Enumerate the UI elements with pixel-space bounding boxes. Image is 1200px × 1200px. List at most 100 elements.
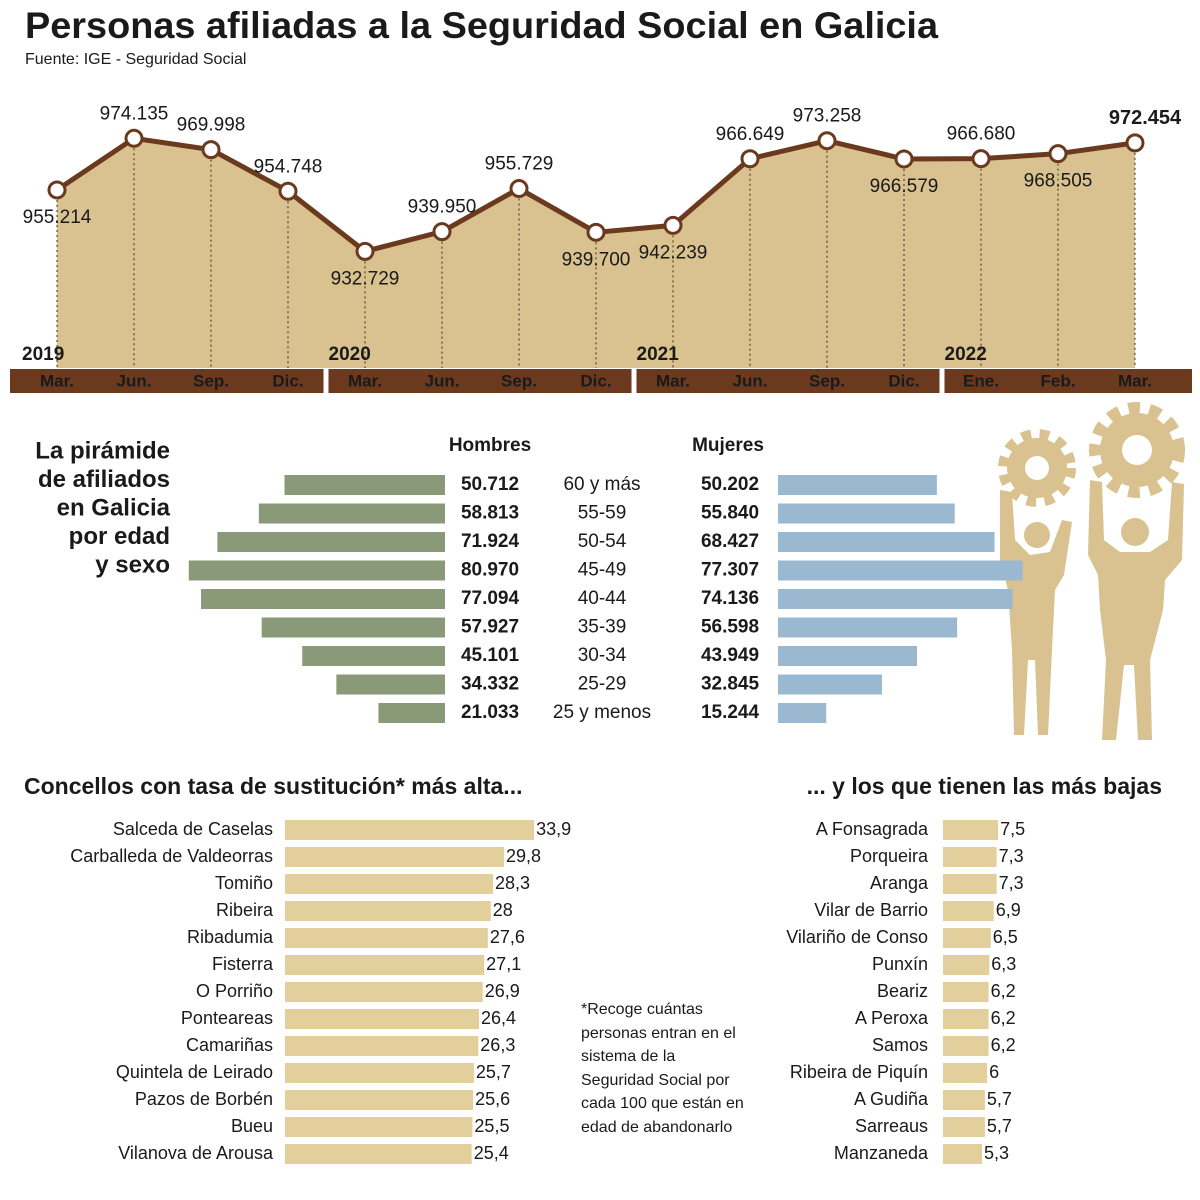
bar xyxy=(261,617,445,638)
category-label: O Porriño xyxy=(196,981,273,1001)
category-label: Fisterra xyxy=(212,954,274,974)
value-label: 15.244 xyxy=(701,702,760,723)
year-label: 2021 xyxy=(637,344,680,365)
value-label: 955.729 xyxy=(485,154,554,175)
bar xyxy=(285,820,535,840)
value-label: 955.214 xyxy=(23,207,92,228)
value-label: 33,9 xyxy=(536,819,571,839)
point xyxy=(355,241,375,261)
chart-title: Personas afiliadas a la Seguridad Social… xyxy=(25,5,938,46)
value-label: 26,3 xyxy=(480,1035,515,1055)
value-label: 26,4 xyxy=(481,1008,516,1028)
value-label: 25,4 xyxy=(474,1143,509,1163)
category-label: Ribadumia xyxy=(187,927,274,947)
bar xyxy=(778,532,995,552)
decoration xyxy=(998,402,1185,740)
category-label: Punxín xyxy=(872,954,928,974)
category-label: Sarreaus xyxy=(855,1116,928,1136)
bar xyxy=(778,475,937,495)
year-label: 2019 xyxy=(22,344,64,365)
value-label: 77.094 xyxy=(461,588,520,609)
category-label: 35-39 xyxy=(578,617,627,638)
value-label: 954.748 xyxy=(254,156,323,177)
year-divider xyxy=(631,369,637,393)
bar xyxy=(943,1117,985,1137)
bar xyxy=(943,874,997,894)
point xyxy=(971,149,991,169)
category-label: 60 y más xyxy=(563,474,640,495)
bar xyxy=(302,646,445,666)
value-label: 58.813 xyxy=(461,503,519,524)
chart-title: en Galicia xyxy=(57,494,171,521)
x-tick-label: Jun. xyxy=(117,371,152,390)
category-label: 25 y menos xyxy=(553,702,651,723)
chart-title: Concellos con tasa de sustitución* más a… xyxy=(24,773,522,799)
point xyxy=(201,140,221,160)
category-label: 25-29 xyxy=(578,674,627,695)
category-label: Tomiño xyxy=(215,873,273,893)
value-label: 71.924 xyxy=(461,531,520,552)
bar xyxy=(943,901,994,921)
value-label: 55.840 xyxy=(701,503,759,524)
category-label: A Peroxa xyxy=(855,1008,929,1028)
value-label: 6,2 xyxy=(991,1035,1016,1055)
value-label: 966.649 xyxy=(716,124,785,145)
value-label: 969.998 xyxy=(177,115,246,136)
bar xyxy=(336,674,445,695)
value-label: 80.970 xyxy=(461,560,519,581)
point xyxy=(278,181,298,201)
bar xyxy=(378,703,445,723)
category-label: Salceda de Caselas xyxy=(113,819,273,839)
value-label: 28,3 xyxy=(495,873,530,893)
footnote: *Recoge cuántas personas entran en el si… xyxy=(581,1001,744,1136)
point xyxy=(47,180,67,200)
category-label: Aranga xyxy=(870,873,929,893)
x-tick-label: Mar. xyxy=(348,371,382,390)
bar xyxy=(284,475,445,495)
bar xyxy=(778,589,1013,609)
category-band xyxy=(10,369,1192,393)
value-label: 57.927 xyxy=(461,617,519,638)
value-label: 27,6 xyxy=(490,927,525,947)
value-label: 77.307 xyxy=(701,560,759,581)
chart-title: de afiliados xyxy=(38,466,170,493)
point xyxy=(432,222,452,242)
value-label: 6,2 xyxy=(991,1008,1016,1028)
value-label: 27,1 xyxy=(486,954,521,974)
value-label: 939.700 xyxy=(562,249,631,270)
bar xyxy=(285,982,483,1002)
bar xyxy=(285,901,491,921)
bar xyxy=(778,646,918,666)
year-divider xyxy=(939,369,945,393)
value-label: 32.845 xyxy=(701,674,760,695)
bar xyxy=(217,532,445,552)
point xyxy=(740,149,760,169)
category-label: A Gudiña xyxy=(854,1089,929,1109)
bar xyxy=(285,1144,472,1164)
category-label: Ponteareas xyxy=(181,1008,273,1028)
value-label: 7,3 xyxy=(999,873,1024,893)
legend-label: Mujeres xyxy=(692,435,764,456)
bar xyxy=(201,589,445,609)
value-label: 45.101 xyxy=(461,645,520,666)
value-label: 7,5 xyxy=(1000,819,1025,839)
x-tick-label: Jun. xyxy=(425,371,460,390)
bar xyxy=(285,1063,474,1083)
bar xyxy=(943,928,991,948)
value-label: 932.729 xyxy=(331,268,400,289)
value-label: 29,8 xyxy=(506,846,541,866)
value-label: 973.258 xyxy=(793,106,862,127)
x-tick-label: Sep. xyxy=(501,371,537,390)
category-label: 50-54 xyxy=(578,531,627,552)
bar xyxy=(778,703,827,723)
value-label: 968.505 xyxy=(1024,171,1093,192)
category-label: A Fonsagrada xyxy=(816,819,929,839)
x-tick-label: Mar. xyxy=(656,371,690,390)
value-label: 50.712 xyxy=(461,474,519,495)
bar xyxy=(943,847,997,867)
x-tick-label: Dic. xyxy=(888,371,919,390)
bar xyxy=(285,874,494,894)
point xyxy=(817,131,837,151)
chart-title: ... y los que tienen las más bajas xyxy=(807,773,1162,799)
